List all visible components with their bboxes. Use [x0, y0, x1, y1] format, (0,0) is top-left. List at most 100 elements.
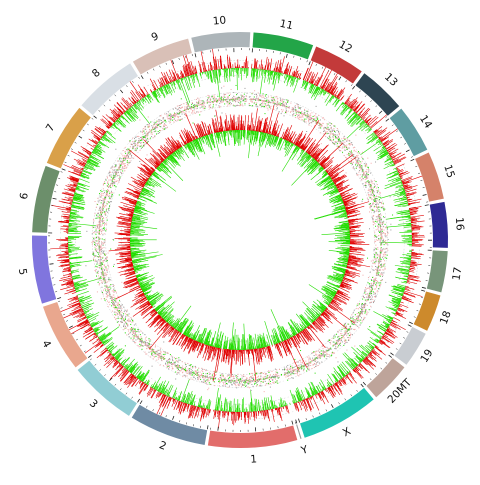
data-point — [114, 317, 115, 318]
data-point — [132, 331, 133, 332]
data-point — [200, 375, 201, 376]
data-point — [105, 223, 106, 224]
data-point — [95, 234, 96, 235]
data-point — [275, 369, 276, 370]
data-bar — [69, 221, 76, 222]
data-point — [193, 373, 194, 374]
data-bar — [208, 409, 209, 415]
data-point — [110, 196, 111, 197]
data-bar — [63, 214, 70, 215]
data-point — [101, 193, 102, 194]
data-point — [142, 333, 143, 334]
data-point — [99, 251, 100, 252]
data-point — [98, 256, 99, 257]
data-point — [101, 191, 102, 192]
data-point — [130, 328, 131, 329]
data-point — [182, 366, 183, 367]
data-point — [106, 296, 107, 297]
data-point — [184, 370, 185, 371]
data-point — [112, 297, 113, 298]
data-point — [145, 344, 146, 345]
data-bar — [71, 270, 78, 271]
data-point — [133, 341, 134, 342]
data-point — [119, 168, 120, 169]
data-point — [169, 367, 170, 368]
data-bar — [69, 197, 74, 198]
data-point — [207, 375, 208, 376]
data-bar — [153, 306, 155, 308]
data-point — [169, 362, 170, 363]
data-point — [105, 279, 106, 280]
data-point — [158, 350, 159, 351]
data-point — [275, 371, 276, 372]
data-point — [189, 373, 190, 374]
data-point — [103, 250, 104, 251]
data-point — [99, 284, 100, 285]
data-point — [127, 150, 128, 151]
data-point — [142, 341, 143, 342]
data-point — [180, 370, 181, 371]
data-point — [237, 380, 238, 381]
data-point — [158, 359, 159, 360]
data-bar — [102, 350, 107, 355]
data-point — [116, 176, 117, 177]
data-bar — [130, 235, 144, 236]
data-point — [127, 164, 128, 165]
data-bar — [127, 257, 131, 258]
data-point — [95, 227, 96, 228]
data-point — [100, 245, 101, 246]
data-point — [124, 156, 125, 157]
data-point — [100, 199, 101, 200]
data-point — [108, 253, 109, 254]
data-bar — [131, 378, 137, 386]
data-point — [175, 358, 176, 359]
data-point — [101, 272, 102, 273]
data-point — [232, 376, 233, 377]
data-point — [93, 260, 94, 261]
data-point — [187, 384, 188, 385]
data-point — [103, 188, 104, 189]
data-point — [111, 174, 112, 175]
data-point — [218, 381, 219, 382]
data-point — [114, 264, 115, 265]
data-point — [208, 379, 209, 380]
data-point — [108, 208, 109, 209]
data-point — [105, 205, 106, 206]
data-bar — [81, 169, 82, 170]
data-point — [188, 372, 189, 373]
data-point — [173, 362, 174, 363]
data-point — [265, 373, 266, 374]
data-point — [147, 342, 148, 343]
data-point — [221, 374, 222, 375]
data-bar — [72, 202, 83, 204]
data-point — [118, 172, 119, 173]
data-point — [229, 374, 230, 375]
data-point — [96, 231, 97, 232]
data-point — [207, 389, 208, 390]
data-point — [109, 193, 110, 194]
data-point — [120, 161, 121, 162]
data-point — [97, 216, 98, 217]
data-point — [200, 372, 201, 373]
data-point — [275, 377, 276, 378]
data-point — [100, 206, 101, 207]
data-point — [212, 378, 213, 379]
data-point — [102, 250, 103, 251]
data-point — [122, 163, 123, 164]
data-point — [245, 381, 246, 382]
data-point — [91, 242, 92, 243]
data-point — [99, 210, 100, 211]
data-point — [92, 241, 93, 242]
data-bar — [84, 167, 91, 170]
data-point — [249, 383, 250, 384]
data-point — [266, 373, 267, 374]
data-bar — [61, 226, 68, 227]
data-point — [118, 169, 119, 170]
data-point — [204, 369, 205, 370]
data-point — [125, 313, 126, 314]
data-point — [191, 377, 192, 378]
data-point — [101, 282, 102, 283]
data-point — [105, 272, 106, 273]
data-point — [114, 303, 115, 304]
data-point — [209, 377, 210, 378]
